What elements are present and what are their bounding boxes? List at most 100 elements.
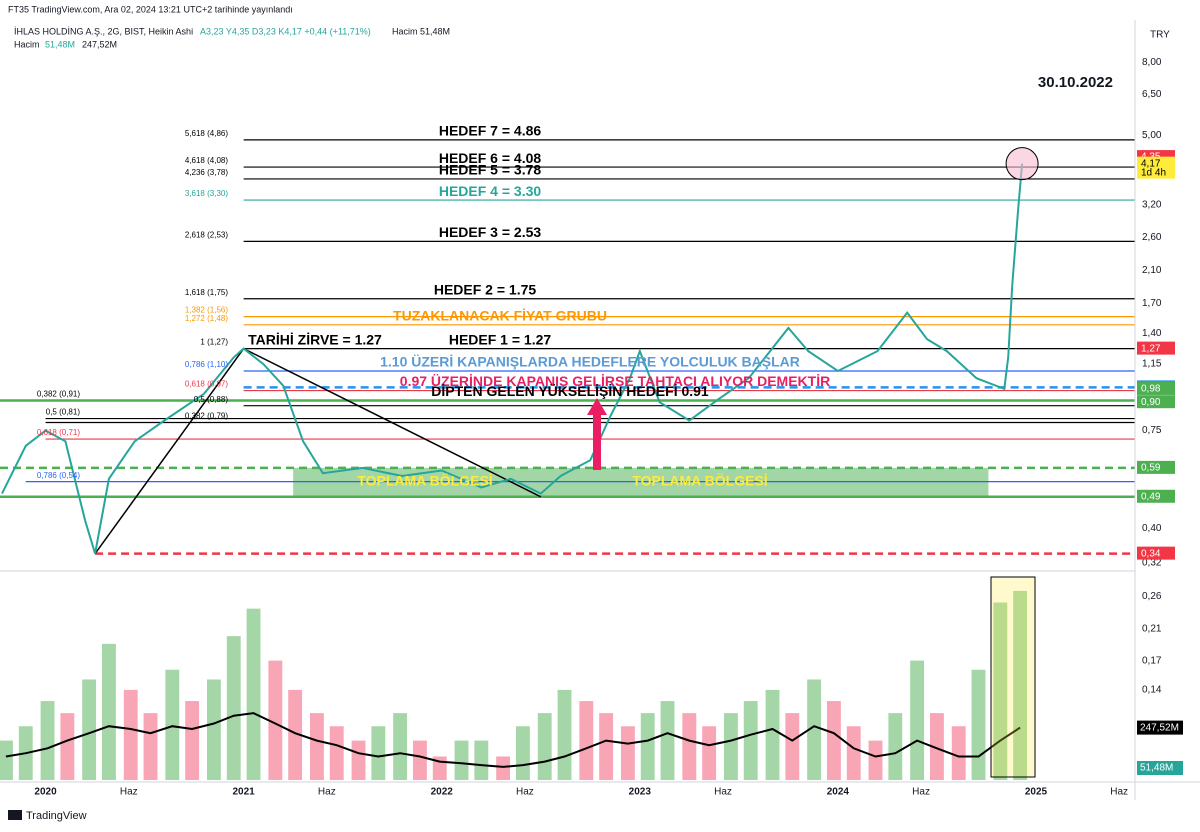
- x-tick-label: Haz: [318, 787, 336, 798]
- fib-label: 0,618 (0,71): [37, 428, 80, 437]
- annotation: HEDEF 3 = 2.53: [439, 224, 542, 240]
- price-tag-label: 0,34: [1141, 548, 1161, 559]
- annotation: HEDEF 7 = 4.86: [439, 123, 542, 139]
- fib-label: 0,618 (0,97): [185, 380, 228, 389]
- volume-bar: [454, 740, 469, 780]
- price-tag-label: 0,59: [1141, 463, 1161, 474]
- volume-bar: [620, 726, 635, 780]
- volume-bar: [496, 756, 511, 780]
- annotation: 0.97 ÜZERİNDE KAPANIŞ GELİRSE TAHTACI AL…: [400, 373, 830, 389]
- annotation: HEDEF 6 = 4.08: [439, 150, 542, 166]
- volume-bar: [474, 740, 489, 780]
- volume-bar: [329, 726, 344, 780]
- volume-bar: [60, 713, 75, 780]
- volume-bar: [765, 689, 780, 780]
- fib-label: 3,618 (3,30): [185, 189, 228, 198]
- price-line: [1, 163, 1024, 554]
- fib-label: 0,382 (0,79): [185, 412, 228, 421]
- annotation: TOPLAMA BÖLGESİ: [632, 472, 767, 488]
- trend-line: [243, 347, 542, 498]
- price-tag: [1137, 341, 1175, 355]
- volume-bar: [143, 713, 158, 780]
- volume-bar: [123, 689, 138, 780]
- y-tick-label: 1,70: [1142, 298, 1162, 309]
- annotation: HEDEF 1 = 1.27: [449, 331, 552, 347]
- volume-bar: [0, 740, 13, 780]
- x-tick-label: Haz: [912, 787, 930, 798]
- volume-bar: [1013, 590, 1028, 780]
- fib-label: 1,618 (1,75): [185, 288, 228, 297]
- annotation: TARİHİ ZİRVE = 1.27: [248, 331, 382, 347]
- volume-bar: [351, 740, 366, 780]
- volume-bar: [40, 701, 55, 780]
- volume-bar: [537, 713, 552, 780]
- y-tick-label: 5,00: [1142, 130, 1162, 141]
- volume-bar: [846, 726, 861, 780]
- y-tick-label: 8,00: [1142, 57, 1162, 68]
- fib-label: 2,618 (2,53): [185, 231, 228, 240]
- volume-bar: [910, 660, 925, 780]
- volume-bar: [412, 740, 427, 780]
- highlight-box: [990, 576, 1036, 778]
- fib-label: 0,5 (0,81): [46, 408, 81, 417]
- annotation: HEDEF 5 = 3.78: [439, 162, 542, 178]
- price-tag: [1137, 395, 1175, 409]
- volume-bar: [371, 726, 386, 780]
- x-tick-label: Haz: [120, 787, 138, 798]
- fib-label: 0,5 (0,88): [194, 395, 229, 404]
- volume-bar: [185, 701, 200, 780]
- volume-row-value: 51,48M: [45, 39, 75, 49]
- volume-legend: Hacim 51,48M: [392, 26, 450, 36]
- y-tick-label: 0,21: [1142, 623, 1162, 634]
- volume-bar: [826, 701, 841, 780]
- symbol-info: İHLAS HOLDİNG A.Ş., 2G, BIST, Heikin Ash…: [14, 26, 193, 36]
- volume-bar: [702, 726, 717, 780]
- price-tag: [1137, 381, 1175, 395]
- volume-bar: [723, 713, 738, 780]
- volume-bar: [82, 679, 97, 780]
- price-tag-label: 4,17: [1141, 158, 1161, 169]
- y-tick-label: 0,26: [1142, 591, 1162, 602]
- volume-bar: [807, 679, 822, 780]
- price-tag: [1137, 460, 1175, 474]
- published-note: FT35 TradingView.com, Ara 02, 2024 13:21…: [8, 4, 293, 14]
- fib-label: 0,786 (1,10): [185, 360, 228, 369]
- plot-area: [0, 139, 1135, 780]
- volume-bar: [246, 608, 261, 780]
- volume-bar: [971, 669, 986, 780]
- fib-label: 1,272 (1,48): [185, 314, 228, 323]
- volume-row-value: 247,52M: [82, 39, 117, 49]
- y-tick-label: 0,32: [1142, 558, 1162, 569]
- annotation: HEDEF 4 = 3.30: [439, 183, 542, 199]
- y-tick-label: 0,40: [1142, 523, 1162, 534]
- volume-bar: [165, 669, 180, 780]
- annotation: TOPLAMA BÖLGESİ: [357, 472, 492, 488]
- price-tag-label: 1,27: [1141, 343, 1161, 354]
- x-tick-label: 2024: [827, 787, 850, 798]
- volume-bar: [268, 660, 283, 780]
- volume-bar: [785, 713, 800, 780]
- volume-bar: [951, 726, 966, 780]
- price-tag: [1137, 156, 1175, 179]
- volume-bar: [206, 679, 221, 780]
- fib-label: 5,618 (4,86): [185, 129, 228, 138]
- price-tag-label: 0,98: [1141, 384, 1161, 395]
- currency: TRY: [1150, 30, 1170, 41]
- volume-tag: [1137, 761, 1183, 775]
- volume-bar: [993, 602, 1008, 780]
- ohlc-info: A3,23 Y4,35 D3,23 K4,17 +0,44 (+11,71%): [200, 26, 371, 36]
- y-tick-label: 6,50: [1142, 89, 1162, 100]
- volume-bar: [557, 689, 572, 780]
- price-tag-label: 0,49: [1141, 491, 1161, 502]
- price-tag-label: 0,90: [1141, 397, 1161, 408]
- y-tick-label: 3,20: [1142, 199, 1162, 210]
- x-tick-label: 2023: [629, 787, 652, 798]
- volume-row-name: Hacim: [14, 39, 40, 49]
- x-tick-label: 2021: [233, 787, 256, 798]
- volume-bar: [579, 701, 594, 780]
- annotation: TUZAKLANACAK FİYAT GRUBU: [393, 308, 607, 324]
- volume-bar: [515, 726, 530, 780]
- y-tick-label: 1,15: [1142, 359, 1162, 370]
- fib-label: 4,236 (3,78): [185, 168, 228, 177]
- volume-bar: [660, 701, 675, 780]
